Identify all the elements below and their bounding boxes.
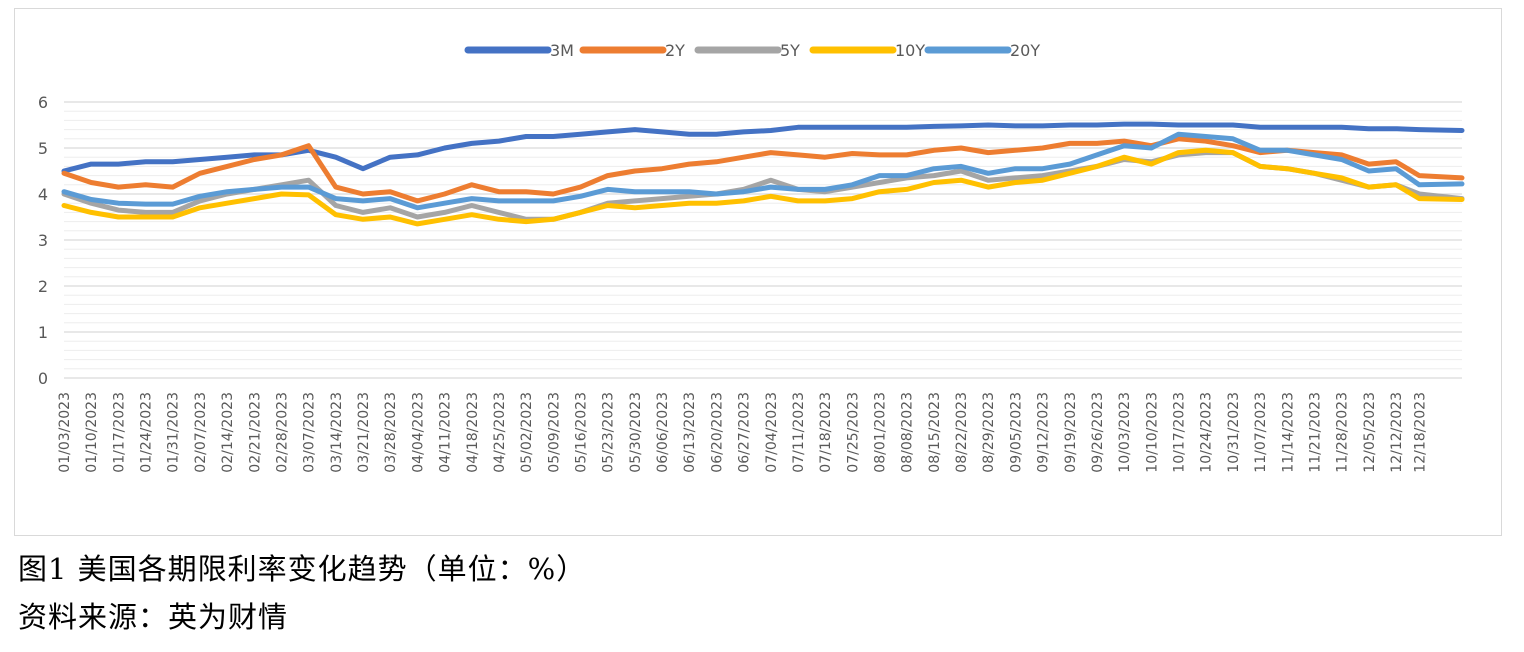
x-tick-label: 06/13/2023 bbox=[682, 392, 698, 473]
chart-frame bbox=[14, 8, 1502, 536]
x-tick-label: 05/16/2023 bbox=[573, 392, 589, 473]
x-tick-label: 07/11/2023 bbox=[791, 392, 807, 473]
x-tick-label: 01/10/2023 bbox=[84, 392, 100, 473]
x-tick-label: 04/04/2023 bbox=[410, 392, 426, 473]
x-tick-label: 01/17/2023 bbox=[111, 392, 127, 473]
y-tick-label: 4 bbox=[38, 185, 48, 204]
x-tick-label: 01/24/2023 bbox=[139, 392, 155, 473]
x-tick-label: 08/15/2023 bbox=[927, 392, 943, 473]
series-line-10y bbox=[61, 147, 1465, 227]
y-tick-label: 6 bbox=[38, 93, 48, 112]
x-tick-label: 07/25/2023 bbox=[845, 392, 861, 473]
x-tick-label: 04/18/2023 bbox=[465, 392, 481, 473]
x-tick-label: 07/04/2023 bbox=[764, 392, 780, 473]
x-tick-label: 03/07/2023 bbox=[302, 392, 318, 473]
x-tick-label: 03/21/2023 bbox=[356, 392, 372, 473]
x-tick-label: 05/23/2023 bbox=[601, 392, 617, 473]
x-tick-label: 09/26/2023 bbox=[1090, 392, 1106, 473]
x-tick-label: 09/12/2023 bbox=[1036, 392, 1052, 473]
y-tick-label: 3 bbox=[38, 231, 48, 250]
x-tick-label: 12/18/2023 bbox=[1412, 392, 1428, 473]
x-tick-label: 02/21/2023 bbox=[247, 392, 263, 473]
legend: 3M 2Y 5Y 10Y 20Y bbox=[464, 41, 1040, 60]
x-tick-label: 09/19/2023 bbox=[1063, 392, 1079, 473]
figure-title: 图1 美国各期限利率变化趋势（单位：%） bbox=[18, 552, 587, 586]
x-tick-label: 08/01/2023 bbox=[873, 392, 889, 473]
legend-label-10y: 10Y bbox=[895, 41, 925, 60]
x-tick-label: 11/28/2023 bbox=[1335, 392, 1351, 473]
x-tick-label: 11/14/2023 bbox=[1280, 392, 1296, 473]
legend-label-2y: 2Y bbox=[665, 41, 685, 60]
x-tick-label: 02/14/2023 bbox=[220, 392, 236, 473]
x-tick-label: 05/02/2023 bbox=[519, 392, 535, 473]
x-tick-label: 07/18/2023 bbox=[818, 392, 834, 473]
x-tick-label: 12/12/2023 bbox=[1389, 392, 1405, 473]
x-tick-label: 02/28/2023 bbox=[274, 392, 290, 473]
x-tick-label: 08/29/2023 bbox=[981, 392, 997, 473]
series-line-20y bbox=[61, 131, 1465, 211]
x-tick-label: 10/03/2023 bbox=[1117, 392, 1133, 473]
x-tick-label: 10/31/2023 bbox=[1226, 392, 1242, 473]
x-tick-label: 10/24/2023 bbox=[1199, 392, 1215, 473]
x-tick-label: 04/25/2023 bbox=[492, 392, 508, 473]
x-tick-label: 06/06/2023 bbox=[655, 392, 671, 473]
x-tick-label: 01/31/2023 bbox=[166, 392, 182, 473]
legend-label-20y: 20Y bbox=[1010, 41, 1040, 60]
x-tick-label: 12/05/2023 bbox=[1362, 392, 1378, 473]
legend-label-5y: 5Y bbox=[780, 41, 800, 60]
x-tick-label: 10/17/2023 bbox=[1172, 392, 1188, 473]
x-tick-label: 03/28/2023 bbox=[383, 392, 399, 473]
x-tick-label: 05/09/2023 bbox=[546, 392, 562, 473]
x-tick-label: 04/11/2023 bbox=[438, 392, 454, 473]
y-tick-label: 5 bbox=[38, 139, 48, 158]
x-tick-label: 08/08/2023 bbox=[900, 392, 916, 473]
legend-label-3m: 3M bbox=[550, 41, 574, 60]
x-tick-label: 05/30/2023 bbox=[628, 392, 644, 473]
x-tick-label: 01/03/2023 bbox=[57, 392, 73, 473]
y-tick-label: 2 bbox=[38, 277, 48, 296]
x-tick-label: 03/14/2023 bbox=[329, 392, 345, 473]
x-tick-label: 02/07/2023 bbox=[193, 392, 209, 473]
x-tick-label: 11/07/2023 bbox=[1253, 392, 1269, 473]
x-tick-label: 08/22/2023 bbox=[954, 392, 970, 473]
x-tick-label: 06/20/2023 bbox=[709, 392, 725, 473]
series-line-2y bbox=[61, 136, 1465, 204]
y-tick-label: 0 bbox=[38, 369, 48, 388]
series-lines bbox=[61, 121, 1465, 227]
x-tick-label: 11/21/2023 bbox=[1307, 392, 1323, 473]
gridlines bbox=[64, 101, 1462, 379]
x-tick-label: 10/10/2023 bbox=[1144, 392, 1160, 473]
y-axis-ticks: 0 1 2 3 4 5 6 bbox=[38, 93, 48, 388]
x-tick-label: 09/05/2023 bbox=[1008, 392, 1024, 473]
source-note: 资料来源：英为财情 bbox=[18, 600, 289, 634]
y-tick-label: 1 bbox=[38, 323, 48, 342]
x-axis-ticks: 01/03/2023 01/10/2023 01/17/2023 01/24/2023… bbox=[57, 392, 1428, 473]
x-tick-label: 06/27/2023 bbox=[737, 392, 753, 473]
